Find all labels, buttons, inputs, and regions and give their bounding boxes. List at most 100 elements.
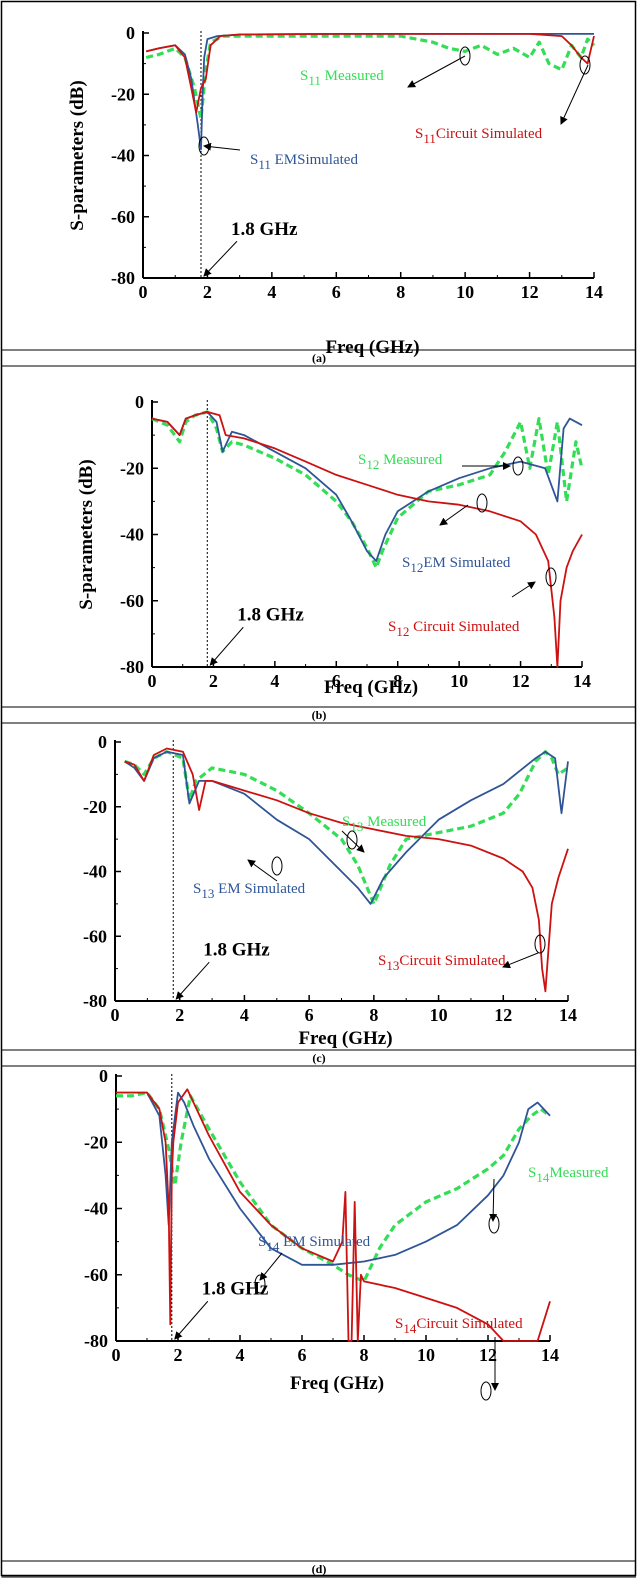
x-tick-label: 14 <box>559 1005 577 1025</box>
series-line-measured <box>151 410 584 570</box>
chart-panel-b: (b) 0 2 4 6 8 10 12 14 0 -20 -40 -60 -80 Freq (GHz) S-p… <box>1 392 636 724</box>
x-tick-label: 14 <box>541 1345 559 1365</box>
series-annotation-em: S13 EM Simulated <box>193 881 306 901</box>
annotation-text: Measured <box>363 814 426 830</box>
annotation-subscript: 12 <box>366 457 379 472</box>
annotation-subscript: 13 <box>350 819 363 834</box>
annotation-subscript: 14 <box>403 1321 417 1336</box>
x-tick-label: 4 <box>270 671 279 691</box>
annotation-text: Circuit Simulated <box>409 619 519 635</box>
x-axis-title: Freq (GHz) <box>324 677 418 698</box>
y-tick-label: -20 <box>83 797 107 817</box>
x-tick-label: 2 <box>209 671 218 691</box>
series-annotation-measured: S11 Measured <box>300 68 384 88</box>
y-axis-title: S-parameters (dB) <box>76 459 97 609</box>
annotation-symbol: S <box>258 1234 266 1250</box>
x-tick-label: 12 <box>494 1005 512 1025</box>
annotation-symbol: S <box>250 152 258 168</box>
annotation-arrow <box>203 142 241 151</box>
y-tick-label: -40 <box>120 525 144 545</box>
y-tick-label: -60 <box>111 207 135 227</box>
chart-panel-c: (c) 0 2 4 6 8 10 12 14 0 -20 -40 -60 -80 Freq (GHz) 1.8… <box>1 732 636 1067</box>
y-axis-title: S-parameters (dB) <box>67 80 88 230</box>
annotation-ellipse <box>512 456 524 476</box>
annotation-symbol: S <box>193 881 201 897</box>
y-tick-label: -40 <box>84 1199 108 1219</box>
x-tick-label: 12 <box>512 671 530 691</box>
x-tick-label: 6 <box>298 1345 307 1365</box>
x-tick-label: 10 <box>417 1345 435 1365</box>
annotation-text: EMSimulated <box>271 152 359 168</box>
y-tick-label: 0 <box>99 1066 108 1086</box>
y-tick-label: -60 <box>84 1265 108 1285</box>
marker-arrow <box>209 626 244 666</box>
annotation-text: Measured <box>549 1165 609 1181</box>
y-tick-label: -80 <box>84 1331 108 1351</box>
annotation-ellipse <box>579 55 591 75</box>
annotation-symbol: S <box>402 555 410 571</box>
series-line-em <box>116 1091 551 1266</box>
series-annotation-circuit: S12 Circuit Simulated <box>388 619 520 639</box>
annotation-text: Measured <box>321 68 384 84</box>
y-tick-label: -80 <box>111 268 135 288</box>
annotation-symbol: S <box>395 1316 403 1332</box>
y-tick-label: -40 <box>83 862 107 882</box>
annotation-arrow <box>489 1178 498 1222</box>
series-line-circuit <box>145 33 595 114</box>
x-axis-title: Freq (GHz) <box>325 337 419 358</box>
annotation-symbol: S <box>388 619 396 635</box>
marker-arrow <box>174 1300 209 1340</box>
annotation-ellipse <box>534 934 546 954</box>
series-annotation-measured: S13 Measured <box>342 814 427 834</box>
annotation-text: Circuit Simulated <box>416 1316 523 1332</box>
annotation-subscript: 14 <box>266 1239 280 1254</box>
annotation-ellipse <box>346 830 358 850</box>
annotation-symbol: S <box>300 68 308 84</box>
series-annotation-em: S11 EMSimulated <box>250 152 358 172</box>
annotation-text: EM Simulated <box>214 881 305 897</box>
x-tick-label: 6 <box>332 282 341 302</box>
annotation-ellipse <box>476 493 488 513</box>
series-line-em <box>124 750 569 905</box>
annotation-arrow <box>341 830 365 853</box>
marker-arrow <box>175 961 210 1000</box>
x-tick-label: 6 <box>305 1005 314 1025</box>
x-tick-label: 8 <box>369 1005 378 1025</box>
y-tick-label: -60 <box>83 926 107 946</box>
annotation-subscript: 11 <box>258 157 271 172</box>
y-tick-label: 0 <box>126 23 135 43</box>
x-tick-label: 14 <box>573 671 591 691</box>
x-tick-label: 2 <box>174 1345 183 1365</box>
panel-caption: (d) <box>312 1562 327 1576</box>
marker-label: 1.8 GHz <box>203 940 270 961</box>
annotation-subscript: 13 <box>386 958 399 973</box>
series-annotation-em: S14 EM Simulated <box>258 1234 371 1254</box>
x-tick-label: 10 <box>450 671 468 691</box>
series-line-circuit <box>151 410 583 668</box>
annotation-symbol: S <box>378 953 386 969</box>
marker-label: 1.8 GHz <box>202 1279 269 1300</box>
y-tick-label: 0 <box>135 392 144 412</box>
y-tick-label: -20 <box>84 1132 108 1152</box>
series-annotation-circuit: S13Circuit Simulated <box>378 953 506 973</box>
annotation-symbol: S <box>528 1165 536 1181</box>
x-axis-title: Freq (GHz) <box>298 1028 392 1049</box>
annotation-text: EM Simulated <box>423 555 511 571</box>
annotation-arrow <box>511 581 536 598</box>
y-tick-label: -20 <box>111 84 135 104</box>
marker-label: 1.8 GHz <box>237 605 304 626</box>
panel-caption: (a) <box>312 351 326 365</box>
x-tick-label: 12 <box>521 282 539 302</box>
chart-panel-d: (d) 0 2 4 6 8 10 12 14 0 -20 -40 -60 -80 Freq (GHz) 1.8… <box>1 1066 636 1578</box>
y-tick-label: -80 <box>83 991 107 1011</box>
annotation-subscript: 14 <box>536 1170 550 1185</box>
x-tick-label: 0 <box>139 282 148 302</box>
annotation-arrow <box>502 952 539 969</box>
series-line-em <box>145 33 594 151</box>
annotation-subscript: 11 <box>308 73 321 88</box>
annotation-ellipse <box>545 567 557 587</box>
y-tick-label: -40 <box>111 146 135 166</box>
annotation-subscript: 12 <box>396 624 409 639</box>
